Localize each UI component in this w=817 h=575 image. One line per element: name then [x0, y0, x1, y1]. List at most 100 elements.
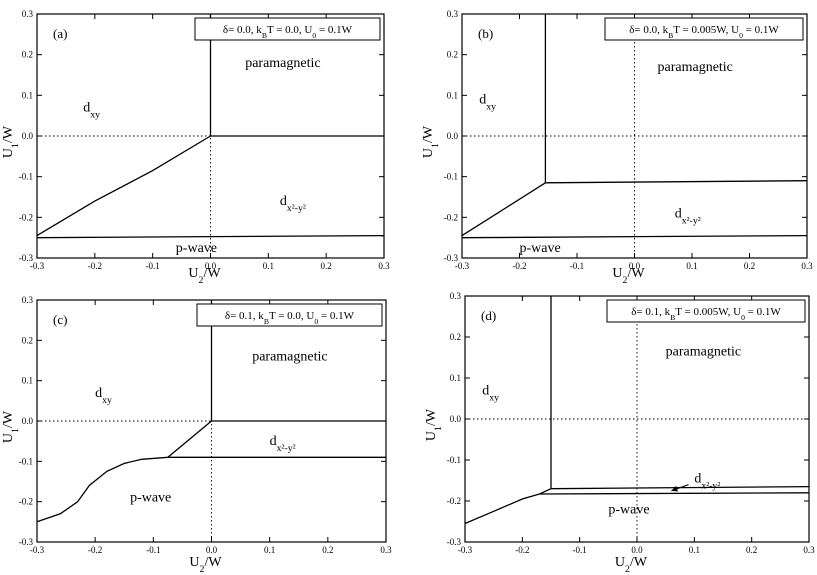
- region-label-dx2y2: dx²-y²: [280, 194, 306, 214]
- legend-box: [196, 303, 383, 327]
- phase-boundary: [539, 492, 810, 495]
- y-tick-label: 0.2: [447, 50, 458, 60]
- x-axis-title: U2/W: [612, 266, 645, 286]
- y-tick-label: -0.1: [444, 172, 458, 182]
- x-tick-label: -0.1: [146, 261, 160, 271]
- region-label-paramagnetic: paramagnetic: [666, 344, 741, 359]
- x-axis-title: U2/W: [188, 266, 221, 286]
- y-tick-label: 0.1: [22, 376, 33, 386]
- x-tick-label: -0.1: [146, 545, 160, 555]
- chart-panel-a: -0.3 -0.2 -0.1 0.0 0.1 0.2 0.3 0.3 0.2 0.1 0.0 -0.1…: [1, 9, 390, 286]
- y-tick-label: 0.3: [450, 291, 462, 301]
- y-tick-label: 0.3: [22, 9, 34, 19]
- x-tick-label: 0.0: [631, 545, 643, 555]
- x-tick-label: -0.3: [30, 261, 45, 271]
- y-tick-label: -0.2: [19, 497, 33, 507]
- y-tick-label: 0.0: [22, 416, 34, 426]
- y-tick-label: 0.2: [450, 332, 461, 342]
- x-axis-title: U2/W: [615, 555, 648, 575]
- region-label-dxy: dxy: [482, 383, 499, 403]
- y-tick-label: -0.1: [19, 456, 33, 466]
- phase-boundary: [167, 420, 212, 458]
- y-tick-label: 0.0: [450, 414, 462, 424]
- y-tick-label: 0.2: [22, 50, 33, 60]
- x-tick-label: 0.0: [206, 545, 218, 555]
- x-tick-label: 0.3: [803, 545, 815, 555]
- y-tick-label: -0.1: [19, 172, 33, 182]
- y-tick-label: 0.3: [447, 9, 459, 19]
- x-tick-label: -0.3: [458, 545, 473, 555]
- region-label-dxy: dxy: [83, 101, 100, 121]
- y-axis-title: U1/W: [424, 408, 444, 441]
- y-tick-label: -0.2: [447, 496, 461, 506]
- annotation-arrow-head: [671, 485, 679, 492]
- x-tick-label: -0.2: [512, 261, 526, 271]
- y-tick-label: 0.1: [22, 90, 33, 100]
- phase-boundary: [36, 234, 385, 239]
- chart-panel-c: -0.3 -0.2 -0.1 0.0 0.1 0.2 0.3 0.3 0.2 0.1 0.0 -0.1…: [1, 295, 392, 575]
- y-axis-title: U1/W: [421, 125, 441, 158]
- legend-box: [604, 17, 804, 41]
- y-tick-label: 0.0: [22, 131, 34, 141]
- legend-text: δ= 0.1, kBT = 0.0, U0 = 0.1W: [225, 310, 355, 326]
- y-tick-label: -0.1: [447, 455, 461, 465]
- region-label-pwave: p-wave: [130, 491, 171, 506]
- x-axis-title: U2/W: [189, 555, 222, 575]
- x-tick-label: -0.2: [88, 545, 102, 555]
- region-label-dx2y2: dx²-y²: [694, 472, 720, 492]
- x-tick-label: 0.2: [746, 545, 757, 555]
- chart-panel-b: -0.3 -0.2 -0.1 0.0 0.1 0.2 0.3 0.3 0.2 0.1 0.0 -0.1…: [421, 9, 813, 286]
- region-label-dxy: dxy: [479, 92, 496, 112]
- legend-text: δ= 0.1, kBT = 0.005W, U0 = 0.1W: [631, 306, 781, 322]
- legend-box: [194, 17, 381, 41]
- region-label-pwave: p-wave: [176, 241, 217, 256]
- panel-label: (b): [478, 26, 493, 41]
- phase-boundary: [464, 488, 552, 525]
- y-axis-title: U1/W: [1, 125, 21, 158]
- y-tick-label: -0.2: [19, 212, 33, 222]
- x-tick-label: 0.0: [205, 261, 217, 271]
- x-tick-label: 0.1: [686, 261, 697, 271]
- x-tick-label: 0.1: [264, 545, 275, 555]
- legend-text: δ= 0.0, kBT = 0.005W, U0 = 0.1W: [629, 24, 779, 40]
- region-label-paramagnetic: paramagnetic: [252, 350, 327, 365]
- y-tick-label: -0.3: [19, 537, 34, 547]
- region-label-dx2y2: dx²-y²: [675, 206, 701, 226]
- x-tick-label: 0.3: [380, 545, 392, 555]
- y-axis-title: U1/W: [1, 410, 21, 443]
- x-tick-label: 0.3: [378, 261, 390, 271]
- x-tick-label: -0.2: [515, 545, 529, 555]
- panel-label: (c): [53, 312, 67, 327]
- y-tick-label: 0.3: [22, 295, 34, 305]
- phase-boundary: [36, 456, 168, 523]
- x-tick-label: -0.1: [573, 545, 587, 555]
- x-tick-label: 0.2: [321, 261, 332, 271]
- x-tick-label: 0.0: [629, 261, 641, 271]
- phase-boundary: [545, 180, 808, 184]
- y-tick-label: -0.3: [444, 253, 459, 263]
- region-label-dx2y2: dx²-y²: [270, 434, 296, 454]
- phase-boundary: [461, 234, 808, 239]
- y-tick-label: -0.2: [444, 212, 458, 222]
- region-label-paramagnetic: paramagnetic: [658, 60, 733, 75]
- region-label-pwave: p-wave: [608, 502, 649, 517]
- phase-boundary: [36, 135, 211, 237]
- y-tick-label: 0.2: [22, 335, 33, 345]
- x-tick-label: 0.2: [322, 545, 333, 555]
- x-tick-label: 0.1: [689, 545, 700, 555]
- region-label-paramagnetic: paramagnetic: [245, 56, 320, 71]
- panel-label: (a): [53, 26, 67, 41]
- chart-panel-d: -0.3 -0.2 -0.1 0.0 0.1 0.2 0.3 0.3 0.2 0.1 0.0 -0.1…: [424, 291, 815, 575]
- x-tick-label: -0.2: [88, 261, 102, 271]
- panel-label: (d): [481, 308, 496, 323]
- x-tick-label: 0.1: [263, 261, 274, 271]
- x-tick-label: -0.1: [570, 261, 584, 271]
- legend-text: δ= 0.0, kBT = 0.0, U0 = 0.1W: [223, 24, 353, 40]
- y-tick-label: -0.3: [447, 537, 462, 547]
- legend-box: [606, 299, 806, 323]
- y-tick-label: 0.1: [450, 373, 461, 383]
- x-tick-label: -0.3: [455, 261, 470, 271]
- region-label-dxy: dxy: [95, 386, 112, 406]
- y-tick-label: 0.1: [447, 90, 458, 100]
